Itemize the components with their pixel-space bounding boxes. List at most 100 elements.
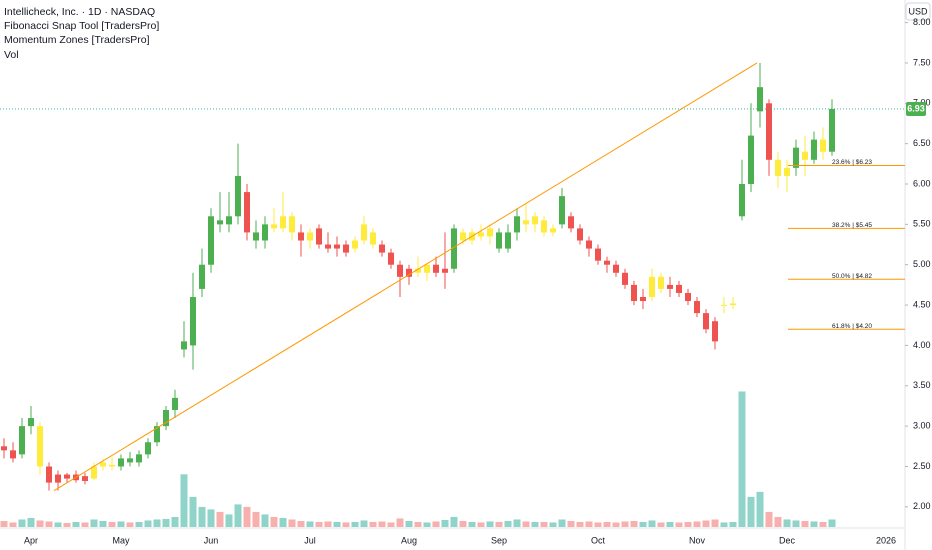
candle-body — [352, 240, 358, 249]
volume-bar — [198, 506, 206, 527]
candle-body — [433, 264, 439, 273]
volume-bar — [450, 516, 458, 527]
volume-bar — [171, 516, 179, 527]
candle-body — [424, 264, 430, 273]
fib-label: 38.2% | $5.45 — [832, 222, 872, 229]
volume-bar — [360, 520, 368, 527]
volume-bar — [774, 516, 782, 527]
candle-body — [343, 244, 349, 253]
volume-bar — [792, 520, 800, 527]
volume-bar — [18, 519, 26, 527]
volume-bar — [756, 491, 764, 527]
candle-body — [1, 446, 7, 451]
volume-bar — [567, 520, 575, 527]
candle-body — [136, 454, 142, 463]
y-tick-label: 7.50 — [913, 57, 931, 67]
candle-body — [496, 232, 502, 249]
volume-bar — [738, 391, 746, 527]
candle-body — [334, 244, 340, 249]
plot — [0, 62, 905, 527]
volume-bar — [423, 522, 431, 527]
volume-bar — [531, 521, 539, 527]
volume-bar — [396, 518, 404, 527]
volume-bar — [126, 522, 134, 527]
candle-body — [181, 341, 187, 350]
y-tick-label: 2.00 — [913, 501, 931, 511]
candle-body — [622, 272, 628, 285]
volume-bar — [801, 520, 809, 527]
x-tick-label: Nov — [689, 535, 706, 545]
volume-bar — [468, 521, 476, 527]
candle-body — [100, 462, 106, 467]
volume-bar — [513, 519, 521, 527]
candle-body — [163, 409, 169, 427]
volume-bar — [324, 521, 332, 527]
candle-body — [298, 232, 304, 241]
currency-button[interactable] — [905, 2, 931, 21]
volume-bar — [504, 520, 512, 527]
fib-label: 50.0% | $4.82 — [832, 273, 872, 280]
volume-bar — [342, 522, 350, 527]
candle-body — [217, 220, 223, 225]
candle-body — [271, 224, 277, 229]
volume-bar — [351, 521, 359, 527]
indicator-label: Momentum Zones [TradersPro] — [4, 34, 150, 46]
candle-body — [208, 216, 214, 265]
candle-body — [19, 426, 25, 455]
volume-bar — [27, 517, 35, 527]
y-tick-label: 3.00 — [913, 420, 931, 430]
volume-bar — [459, 520, 467, 527]
y-tick-label: 6.50 — [913, 138, 931, 148]
candle-body — [514, 216, 520, 233]
candle-body — [829, 108, 835, 152]
volume-bar — [108, 521, 116, 527]
volume-bar — [72, 521, 80, 527]
volume-bar — [720, 522, 728, 527]
x-tick-label: 2026 — [876, 535, 896, 545]
candle-body — [784, 167, 790, 176]
volume-bar — [585, 521, 593, 527]
candle-body — [649, 276, 655, 297]
candle-body — [694, 301, 700, 314]
candle-body — [541, 220, 547, 233]
candle-body — [685, 292, 691, 302]
volume-bar — [522, 521, 530, 527]
volume-bar — [0, 520, 8, 527]
volume-bar — [639, 521, 647, 527]
volume-bar — [783, 519, 791, 527]
candle-body — [127, 458, 133, 463]
indicator-label: Vol — [4, 49, 19, 61]
volume-bar — [441, 519, 449, 527]
volume-bar — [810, 521, 818, 527]
candle-body — [325, 244, 331, 249]
candle-body — [289, 216, 295, 233]
volume-bar — [279, 517, 287, 527]
volume-bar — [288, 519, 296, 527]
x-tick-label: Apr — [24, 535, 38, 545]
candle-body — [397, 264, 403, 277]
volume-bar — [414, 521, 422, 527]
volume-bar — [675, 522, 683, 527]
volume-bar — [666, 521, 674, 527]
volume-bar — [9, 522, 17, 527]
y-tick-label: 4.50 — [913, 299, 931, 309]
candle-body — [595, 248, 601, 261]
candle-body — [757, 87, 763, 112]
candle-body — [712, 321, 718, 342]
candle-body — [793, 147, 799, 168]
candle-body — [775, 159, 781, 176]
volume-bar — [558, 519, 566, 527]
candle-body — [28, 418, 34, 427]
volume-bar — [378, 521, 386, 527]
x-tick-label: Jul — [304, 535, 316, 545]
currency-label[interactable]: USD — [908, 6, 928, 16]
volume-bar — [495, 521, 503, 527]
y-tick-label: 5.50 — [913, 219, 931, 229]
volume-bar — [180, 474, 188, 527]
candle-body — [361, 224, 367, 241]
volume-bar — [405, 520, 413, 527]
volume-bar — [261, 514, 269, 527]
candle-body — [145, 442, 151, 455]
